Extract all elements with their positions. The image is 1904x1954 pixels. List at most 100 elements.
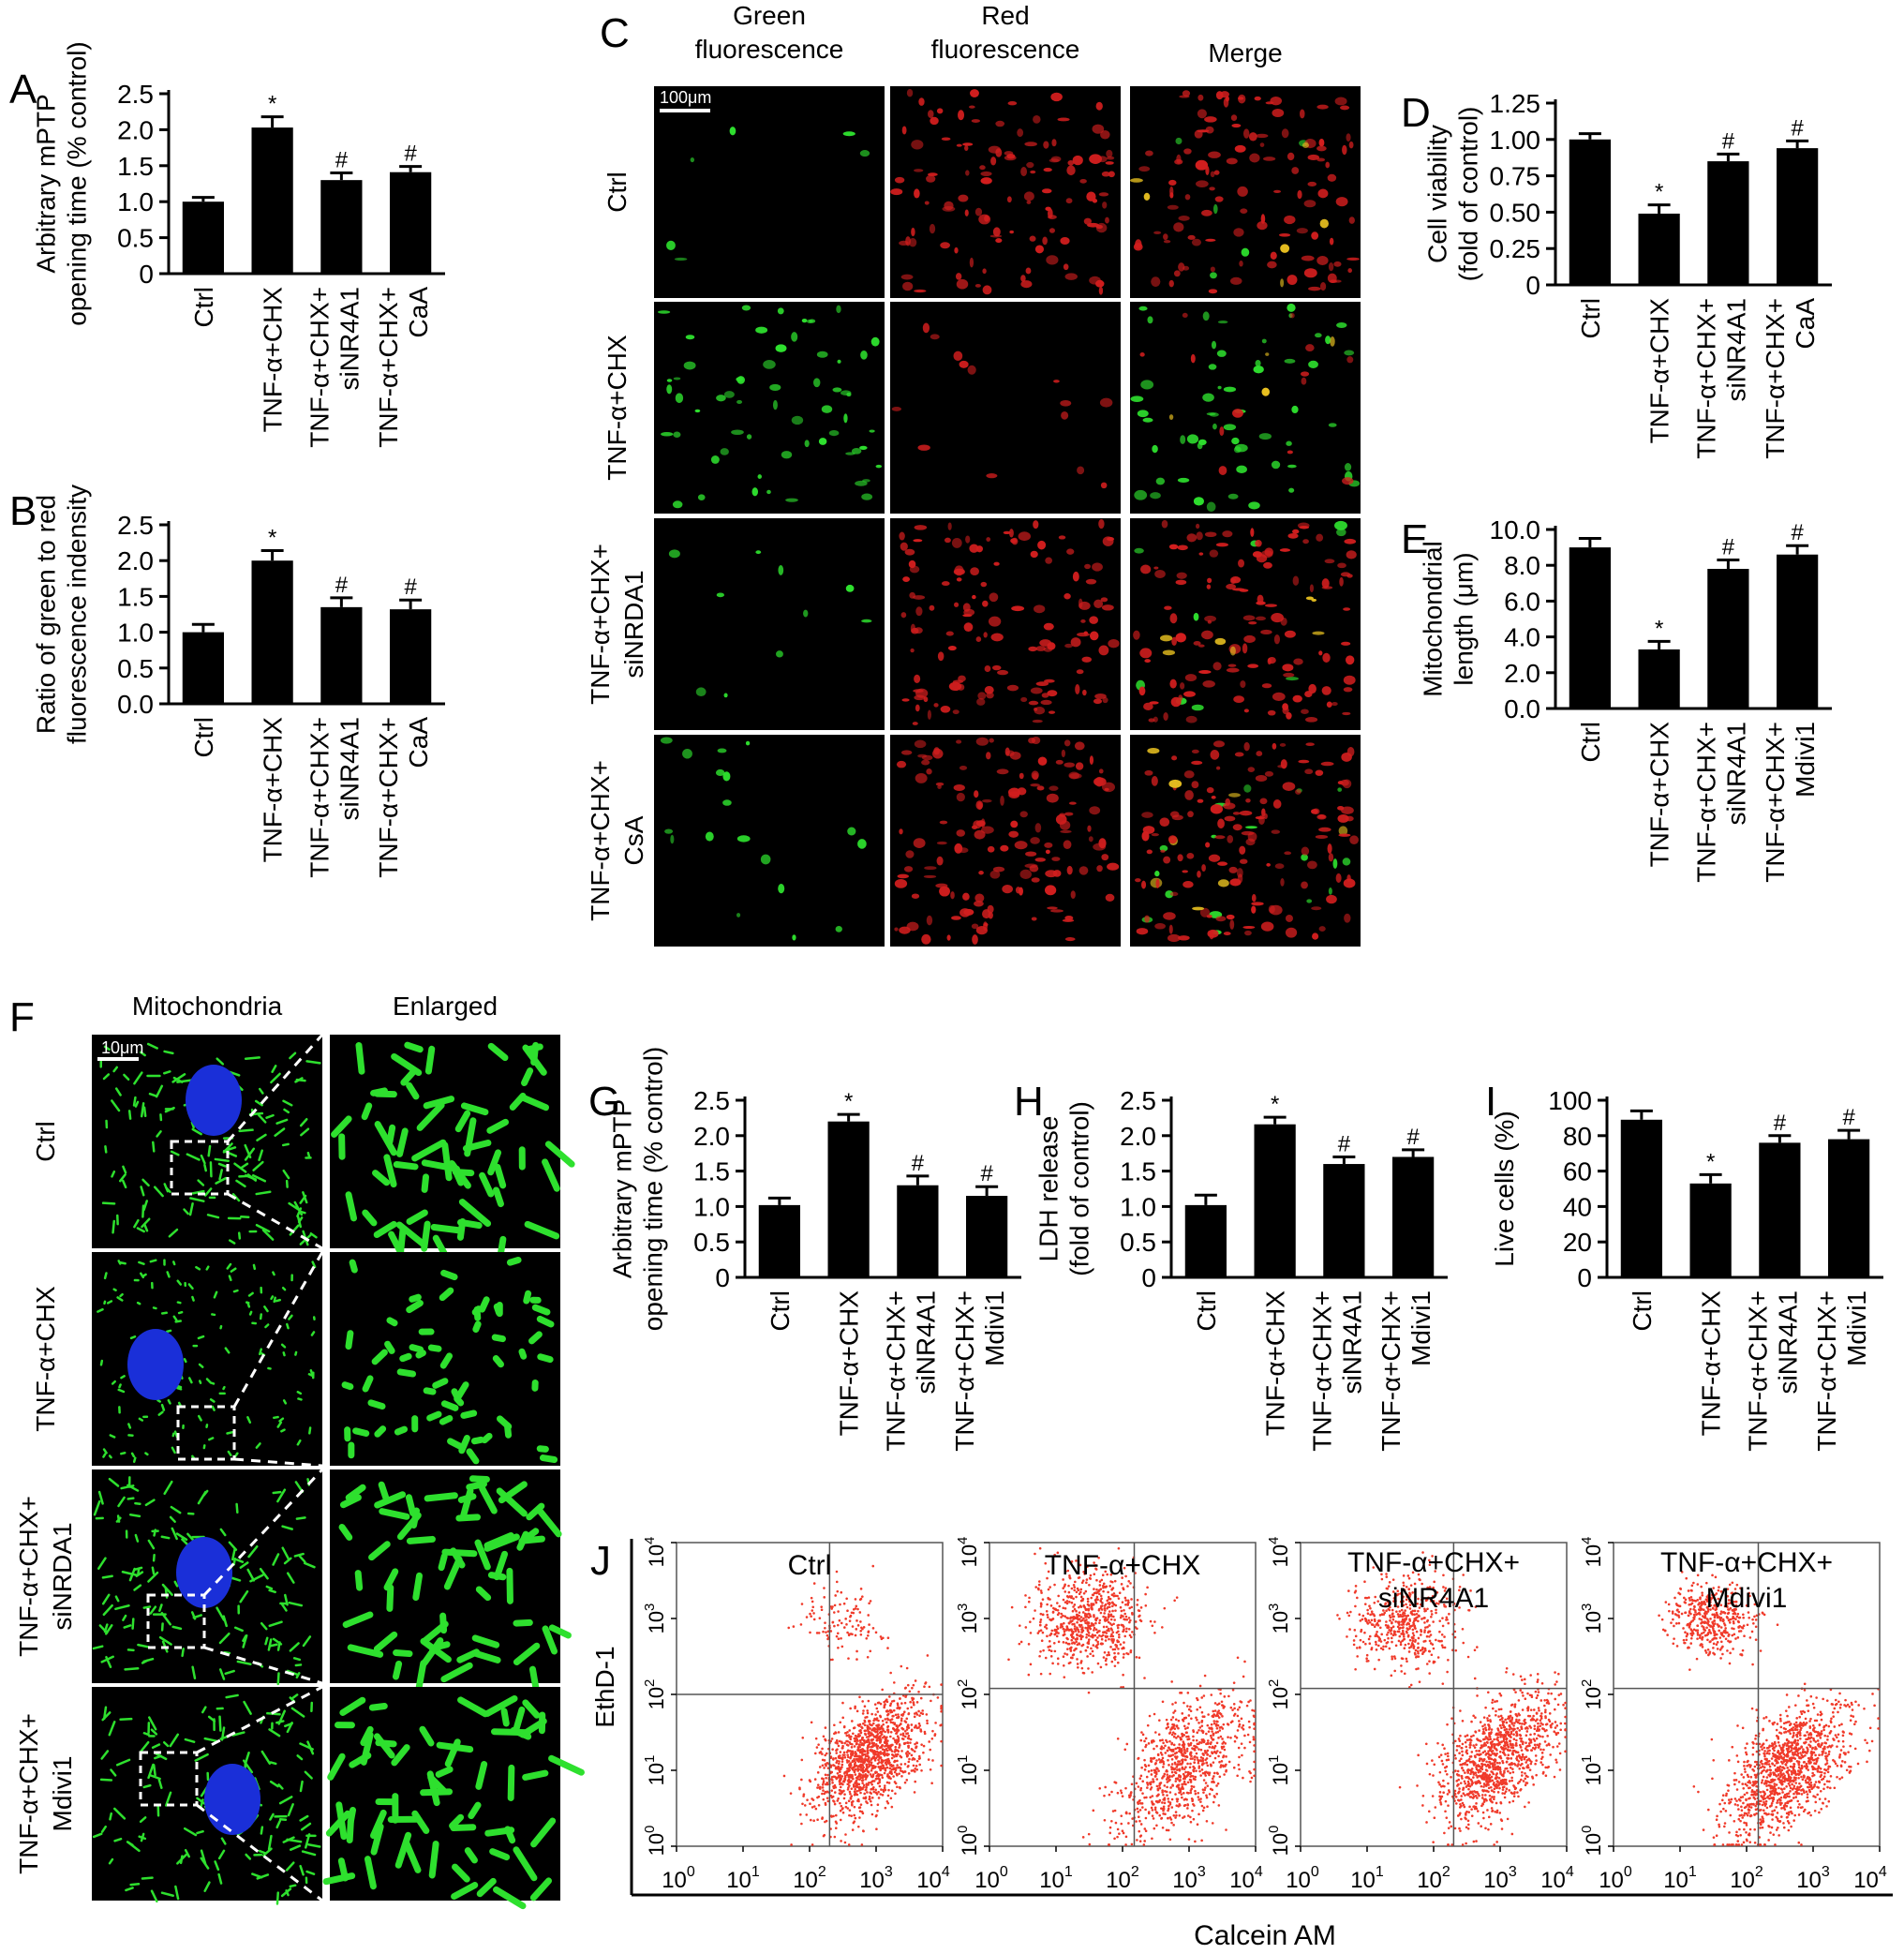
event-dot bbox=[832, 1785, 835, 1788]
mitochondrion bbox=[236, 1660, 252, 1665]
event-dot bbox=[1127, 1579, 1131, 1583]
event-dot bbox=[886, 1801, 890, 1805]
y-tick-label: 100 bbox=[1548, 1086, 1592, 1115]
mitochondrion bbox=[132, 1456, 137, 1463]
bar bbox=[182, 632, 224, 704]
mitochondrion bbox=[277, 1709, 286, 1725]
fluorescence-spot bbox=[1210, 750, 1220, 760]
event-dot bbox=[1087, 1608, 1091, 1612]
y-tick-label: 2.0 bbox=[117, 546, 154, 575]
fluorescence-spot bbox=[1064, 915, 1074, 921]
event-dot bbox=[1129, 1635, 1133, 1639]
event-dot bbox=[1172, 1743, 1176, 1747]
event-dot bbox=[1111, 1634, 1115, 1638]
event-dot bbox=[860, 1810, 864, 1813]
event-dot bbox=[849, 1750, 853, 1753]
fluorescence-spot bbox=[1199, 907, 1211, 917]
category-label: TNF-α+CHX+siNR4A1 bbox=[1691, 722, 1750, 883]
event-dot bbox=[1198, 1726, 1202, 1729]
fluorescence-spot bbox=[974, 901, 984, 907]
fluorescence-spot bbox=[1137, 410, 1149, 418]
mitochondrion bbox=[114, 1595, 120, 1603]
event-dot bbox=[1039, 1672, 1043, 1676]
fluorescence-spot bbox=[986, 537, 991, 542]
mitochondrion bbox=[439, 1352, 454, 1369]
zoom-guide bbox=[203, 1646, 323, 1685]
event-dot bbox=[884, 1788, 887, 1792]
event-dot bbox=[1169, 1766, 1173, 1768]
event-dot bbox=[1104, 1609, 1107, 1612]
event-dot bbox=[826, 1797, 829, 1799]
event-dot bbox=[854, 1761, 857, 1765]
fluorescence-spot bbox=[1270, 251, 1277, 261]
fluorescence-spot bbox=[1248, 132, 1257, 142]
event-dot bbox=[874, 1743, 878, 1747]
event-dot bbox=[1104, 1634, 1108, 1638]
fluorescence-spot bbox=[1249, 153, 1260, 163]
event-dot bbox=[863, 1705, 867, 1708]
event-dot bbox=[871, 1564, 875, 1568]
fluorescence-spot bbox=[1226, 157, 1238, 165]
event-dot bbox=[914, 1768, 917, 1770]
event-dot bbox=[885, 1799, 889, 1803]
mitochondrion bbox=[294, 1663, 303, 1667]
event-dot bbox=[940, 1739, 943, 1743]
event-dot bbox=[1100, 1634, 1103, 1638]
mitochondrion bbox=[247, 1544, 259, 1559]
fluorescence-spot bbox=[1272, 692, 1286, 701]
event-dot bbox=[805, 1813, 809, 1816]
event-dot bbox=[831, 1779, 834, 1782]
mitochondrion bbox=[513, 1846, 538, 1882]
fluorescence-spot bbox=[1142, 417, 1153, 423]
event-dot bbox=[917, 1690, 920, 1693]
event-dot bbox=[886, 1725, 889, 1729]
fluorescence-spot bbox=[1223, 932, 1231, 936]
y-tick-label: 100 bbox=[642, 1826, 668, 1857]
fluorescence-spot bbox=[736, 399, 743, 405]
y-tick-label: 0.5 bbox=[117, 224, 154, 253]
event-dot bbox=[859, 1588, 863, 1590]
mitochondrion bbox=[494, 1163, 507, 1189]
event-dot bbox=[853, 1783, 855, 1787]
mitochondrion bbox=[428, 1841, 439, 1879]
fluorescence-spot bbox=[1186, 434, 1199, 444]
event-dot bbox=[840, 1621, 843, 1625]
event-dot bbox=[1141, 1749, 1145, 1753]
event-dot bbox=[1085, 1633, 1089, 1636]
event-dot bbox=[1218, 1760, 1221, 1764]
event-dot bbox=[1034, 1552, 1036, 1556]
fluorescence-spot bbox=[932, 748, 944, 759]
event-dot bbox=[880, 1733, 884, 1736]
event-dot bbox=[836, 1623, 840, 1627]
bar bbox=[182, 201, 224, 274]
fluorescence-spot bbox=[845, 584, 855, 592]
fluorescence-spot bbox=[1184, 194, 1191, 201]
fluorescence-spot bbox=[722, 799, 732, 806]
event-dot bbox=[1157, 1769, 1160, 1772]
event-dot bbox=[1095, 1588, 1098, 1591]
event-dot bbox=[1181, 1753, 1183, 1757]
event-dot bbox=[811, 1843, 814, 1846]
fluorescence-spot bbox=[939, 820, 948, 825]
event-dot bbox=[869, 1723, 872, 1726]
event-dot bbox=[822, 1797, 826, 1801]
fluorescence-spot bbox=[1093, 698, 1103, 705]
event-dot bbox=[840, 1760, 844, 1763]
fluorescence-spot bbox=[914, 289, 927, 293]
event-dot bbox=[898, 1766, 901, 1769]
fluorescence-spot bbox=[694, 409, 701, 413]
fluorescence-spot bbox=[1287, 450, 1293, 455]
event-dot bbox=[1108, 1831, 1112, 1835]
event-dot bbox=[875, 1707, 879, 1710]
mitochondrion bbox=[160, 1535, 171, 1540]
mitochondrion bbox=[281, 1287, 287, 1291]
fluorescence-spot bbox=[977, 801, 983, 811]
mitochondrion bbox=[176, 1386, 183, 1391]
event-dot bbox=[903, 1701, 907, 1705]
fluorescence-spot bbox=[1133, 630, 1140, 640]
fluorescence-spot bbox=[791, 415, 804, 425]
fluorescence-spot bbox=[1312, 932, 1319, 940]
event-dot bbox=[1039, 1618, 1043, 1621]
significance-mark: * bbox=[1706, 1149, 1715, 1174]
